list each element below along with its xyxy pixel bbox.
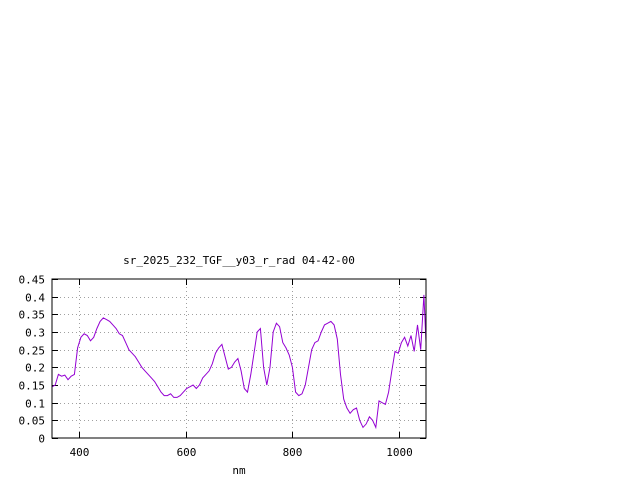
series-layer: [51, 294, 427, 430]
x-tick-label: 600: [177, 446, 197, 459]
x-axis-label: nm: [232, 464, 246, 477]
plot-frame: [51, 278, 427, 439]
y-tick-label: 0.1: [25, 398, 45, 411]
y-tick-label: 0.35: [19, 309, 46, 322]
y-tick-label: 0.2: [25, 362, 45, 375]
axis-ticks: [52, 279, 426, 439]
y-axis-tick-labels: 0 0.05 0.1 0.15 0.2 0.25 0.3 0.35 0.4 0.45: [19, 274, 46, 446]
x-tick-label: 1000: [386, 446, 413, 459]
y-tick-label: 0.05: [19, 415, 46, 428]
y-tick-label: 0.4: [25, 292, 45, 305]
y-tick-label: 0.3: [25, 327, 45, 340]
x-axis-tick-labels: 400 600 800 1000: [70, 446, 413, 459]
x-tick-label: 400: [70, 446, 90, 459]
grid: [52, 279, 426, 438]
chart-title: sr_2025_232_TGF__y03_r_rad 04-42-00: [123, 254, 355, 267]
series-line: [51, 294, 427, 430]
y-tick-label: 0.25: [19, 345, 46, 358]
y-tick-label: 0.45: [19, 274, 46, 287]
y-tick-label: 0.15: [19, 380, 46, 393]
x-tick-label: 800: [283, 446, 303, 459]
y-tick-label: 0: [38, 433, 45, 446]
